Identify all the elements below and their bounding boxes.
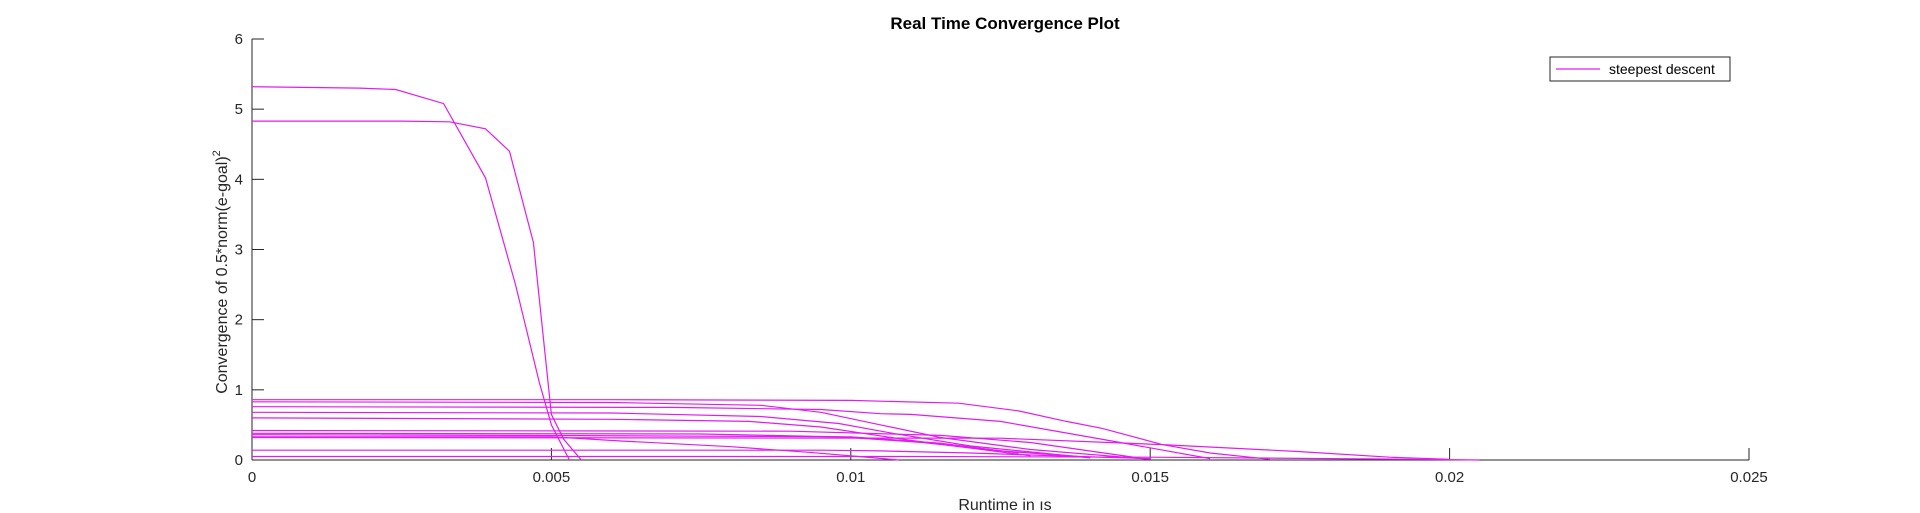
y-tick-label: 2 (235, 312, 243, 329)
plot-lines (251, 86, 1480, 461)
series-line-14 (252, 455, 1480, 461)
series-line-12 (251, 436, 1450, 460)
legend-label-steepest-descent: steepest descent (1609, 61, 1715, 77)
series-line-6 (251, 411, 1091, 459)
x-axis-label: Runtime in ıs (958, 497, 1051, 513)
y-tick-label: 5 (235, 101, 243, 118)
x-tick-label: 0.015 (1131, 469, 1169, 486)
x-tick-label: 0.005 (533, 469, 571, 486)
y-tick-label: 0 (235, 452, 243, 469)
x-tick-label: 0.02 (1435, 469, 1464, 486)
series-line-2 (252, 120, 582, 461)
x-tick-label: 0 (248, 469, 256, 486)
y-axis-label-text: Convergence of 0.5*norm(e-goal) (214, 156, 231, 393)
series-line-10 (251, 434, 1019, 454)
series-line-11 (252, 436, 899, 461)
series-line-9 (251, 432, 1091, 458)
y-tick-label: 1 (235, 382, 243, 399)
series-line-4 (251, 401, 1151, 460)
y-tick-label: 3 (235, 242, 243, 259)
series-line-5 (251, 406, 1211, 460)
series-line-1 (251, 86, 570, 461)
x-tick-label: 0.01 (836, 469, 865, 486)
y-axis-label: Convergence of 0.5*norm(e-goal)2 (211, 150, 231, 394)
chart-title: Real Time Convergence Plot (890, 14, 1120, 33)
y-tick-label: 4 (235, 171, 243, 188)
axes: 0 0.005 0.01 0.015 0.02 0.025 0 1 2 3 4 5 6 (235, 31, 1768, 486)
y-tick-label: 6 (235, 31, 243, 48)
x-tick-label: 0.025 (1730, 469, 1768, 486)
y-axis-label-superscript: 2 (211, 150, 223, 156)
legend: steepest descent (1549, 56, 1731, 82)
series-line-3 (252, 399, 1271, 460)
series-line-8 (251, 429, 1139, 459)
